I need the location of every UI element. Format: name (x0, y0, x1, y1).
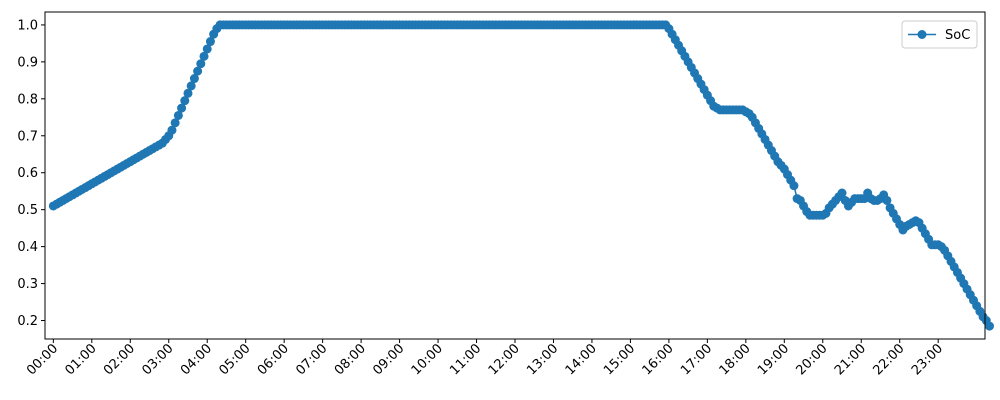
soc-data-point (173, 110, 183, 120)
legend-label: SoC (945, 28, 970, 43)
legend: SoC (901, 20, 978, 49)
soc-data-point (196, 59, 206, 69)
y-tick-label: 0.6 (17, 166, 38, 181)
soc-data-point (193, 66, 203, 76)
y-tick-label: 0.4 (17, 240, 38, 255)
legend-box (901, 20, 978, 49)
soc-data-point (177, 103, 187, 113)
soc-data-point (202, 44, 212, 54)
soc-data-point (205, 37, 215, 47)
soc-data-point (189, 74, 199, 84)
y-tick-label: 0.2 (17, 314, 38, 329)
y-tick-label: 0.5 (17, 203, 38, 218)
soc-data-point (180, 96, 190, 106)
y-tick-label: 1.0 (17, 18, 38, 33)
data-layer (48, 20, 994, 331)
y-tick-label: 0.3 (17, 277, 38, 292)
y-tick-label: 0.7 (17, 129, 38, 144)
y-tick-label: 0.9 (17, 55, 38, 70)
soc-data-point (199, 51, 209, 61)
y-tick-label: 0.8 (17, 92, 38, 107)
soc-data-point (882, 195, 892, 205)
legend-marker (917, 30, 927, 39)
soc-data-point (984, 321, 994, 331)
soc-data-point (789, 181, 799, 191)
soc-data-point (183, 88, 193, 98)
soc-data-point (170, 118, 180, 128)
soc-data-point (837, 188, 847, 198)
soc-data-point (167, 125, 177, 135)
soc-data-point (186, 81, 196, 91)
